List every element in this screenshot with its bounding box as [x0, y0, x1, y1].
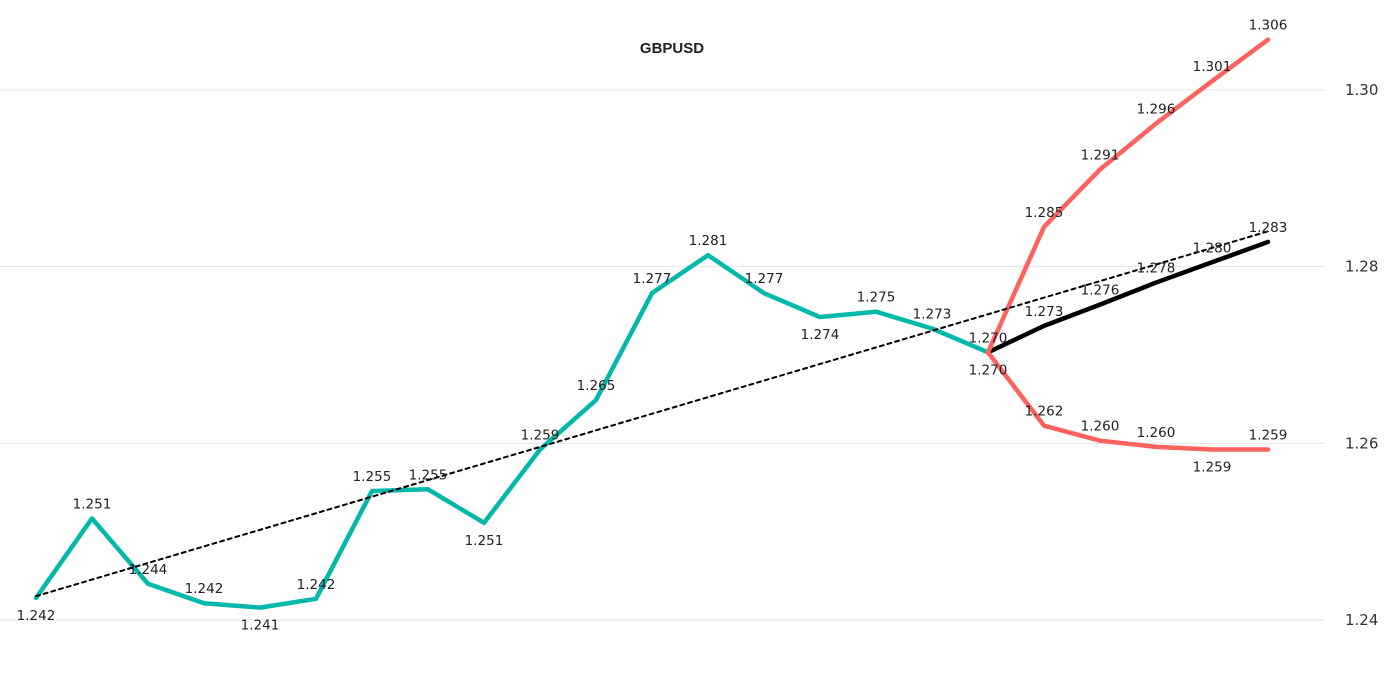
y-tick-label: 1.28 — [1345, 258, 1378, 276]
series-lines — [33, 37, 1271, 610]
data-label: 1.270 — [969, 362, 1008, 378]
data-label: 1.277 — [745, 271, 784, 287]
data-label: 1.242 — [17, 608, 56, 624]
data-label: 1.251 — [465, 533, 504, 549]
data-label: 1.274 — [801, 327, 840, 343]
series-line-upper-bound — [985, 37, 1271, 355]
data-label: 1.255 — [353, 469, 392, 485]
data-label: 1.276 — [1081, 283, 1120, 299]
data-label: 1.281 — [689, 233, 728, 249]
chart-title: GBPUSD — [639, 40, 705, 57]
data-label: 1.291 — [1081, 148, 1120, 164]
data-label: 1.260 — [1137, 425, 1176, 441]
y-tick-label: 1.26 — [1345, 434, 1378, 452]
data-label: 1.242 — [185, 581, 224, 597]
data-label: 1.277 — [633, 271, 672, 287]
data-label: 1.270 — [969, 330, 1008, 346]
series-line-lower-bound — [985, 350, 1271, 452]
data-label: 1.244 — [129, 562, 168, 578]
data-label: 1.259 — [1193, 460, 1232, 476]
data-label: 1.262 — [1025, 404, 1064, 420]
series-line-trend — [35, 230, 1269, 598]
data-label: 1.242 — [297, 577, 336, 593]
data-label: 1.251 — [73, 496, 112, 512]
data-label: 1.278 — [1137, 261, 1176, 277]
data-label: 1.306 — [1249, 18, 1288, 34]
data-label: 1.275 — [857, 290, 896, 306]
data-label: 1.259 — [1249, 428, 1288, 444]
data-label: 1.259 — [521, 428, 560, 444]
y-tick-label: 1.30 — [1345, 81, 1378, 99]
data-label: 1.273 — [913, 307, 952, 323]
y-axis-ticks: 1.24 1.26 1.28 1.30 — [1345, 81, 1378, 629]
data-label: 1.285 — [1025, 205, 1064, 221]
data-label: 1.241 — [241, 618, 280, 634]
data-label: 1.283 — [1249, 220, 1288, 236]
series-line-forecast — [985, 239, 1271, 355]
data-label: 1.273 — [1025, 304, 1064, 320]
data-label: 1.255 — [409, 467, 448, 483]
series-line-actual — [33, 252, 991, 610]
data-label: 1.280 — [1193, 240, 1232, 256]
data-label: 1.296 — [1137, 102, 1176, 118]
data-label: 1.301 — [1193, 59, 1232, 75]
data-label: 1.265 — [577, 378, 616, 394]
gridlines — [0, 89, 1325, 621]
data-label: 1.260 — [1081, 419, 1120, 435]
y-tick-label: 1.24 — [1345, 611, 1378, 629]
data-labels: 1.242 1.251 1.244 1.242 1.241 1.242 1.255 1.255… — [17, 18, 1288, 634]
